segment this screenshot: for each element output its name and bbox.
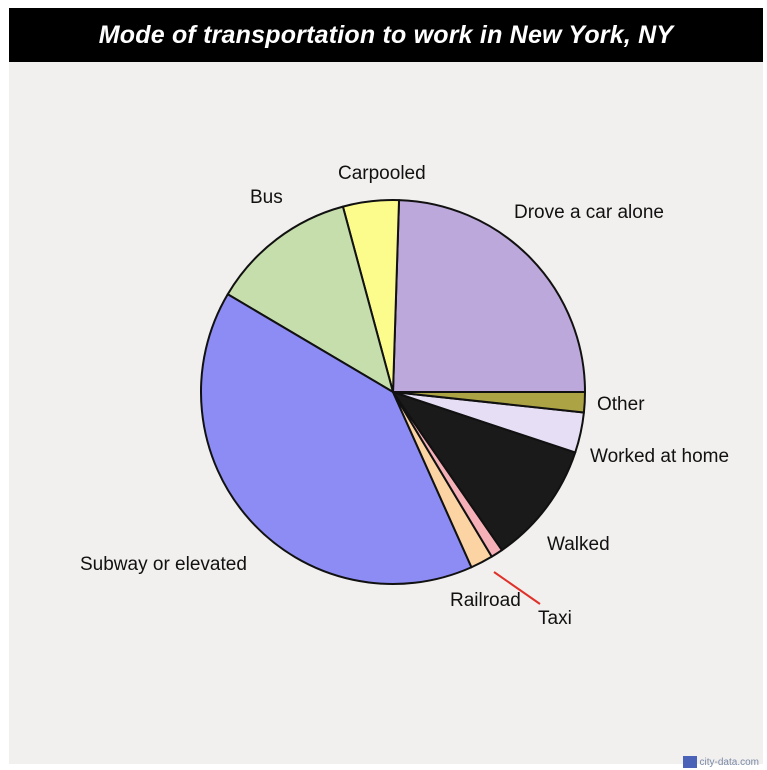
- label-walked: Walked: [547, 534, 610, 555]
- label-taxi: Taxi: [538, 608, 572, 629]
- pie-slice-walked: [392, 391, 577, 552]
- watermark: city-data.com: [682, 756, 759, 768]
- pie-slice-drove-a-car-alone: [392, 199, 586, 393]
- label-subway: Subway or elevated: [80, 554, 247, 575]
- pie-slice-bus: [226, 205, 394, 393]
- label-railroad: Railroad: [450, 590, 521, 611]
- label-worked-home: Worked at home: [590, 446, 729, 467]
- label-drove-alone: Drove a car alone: [514, 202, 664, 223]
- label-bus: Bus: [250, 187, 283, 208]
- city-data-logo-icon: [682, 756, 697, 768]
- label-carpooled: Carpooled: [338, 163, 426, 184]
- taxi-leader-line: [493, 571, 541, 605]
- chart-title: Mode of transportation to work in New Yo…: [98, 20, 674, 49]
- title-bar: Mode of transportation to work in New Yo…: [9, 8, 763, 62]
- pie-slice-subway-or-elevated: [200, 293, 473, 585]
- pie-slice-other: [392, 391, 586, 414]
- label-other: Other: [597, 394, 645, 415]
- watermark-text: city-data.com: [699, 756, 759, 768]
